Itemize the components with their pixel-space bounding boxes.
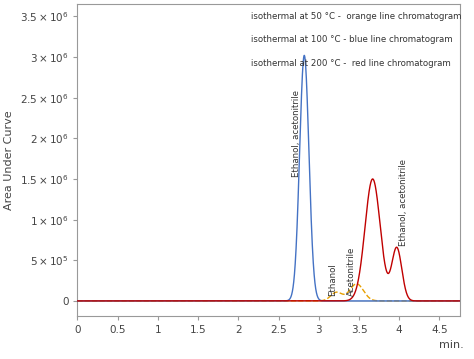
Text: Ethanol, acetonitrile: Ethanol, acetonitrile bbox=[292, 90, 301, 177]
Text: min.: min. bbox=[438, 340, 464, 350]
Y-axis label: Area Under Curve: Area Under Curve bbox=[4, 110, 14, 210]
Text: isothermal at 200 °C -  red line chromatogram: isothermal at 200 °C - red line chromato… bbox=[251, 59, 451, 67]
Text: Ethanol, acetonitrile: Ethanol, acetonitrile bbox=[399, 159, 408, 246]
Text: Ethanol: Ethanol bbox=[328, 263, 337, 295]
Text: Acetonitrile: Acetonitrile bbox=[347, 247, 356, 296]
Text: isothermal at 50 °C -  orange line chromatogram: isothermal at 50 °C - orange line chroma… bbox=[251, 12, 462, 21]
Text: isothermal at 100 °C - blue line chromatogram: isothermal at 100 °C - blue line chromat… bbox=[251, 35, 453, 44]
